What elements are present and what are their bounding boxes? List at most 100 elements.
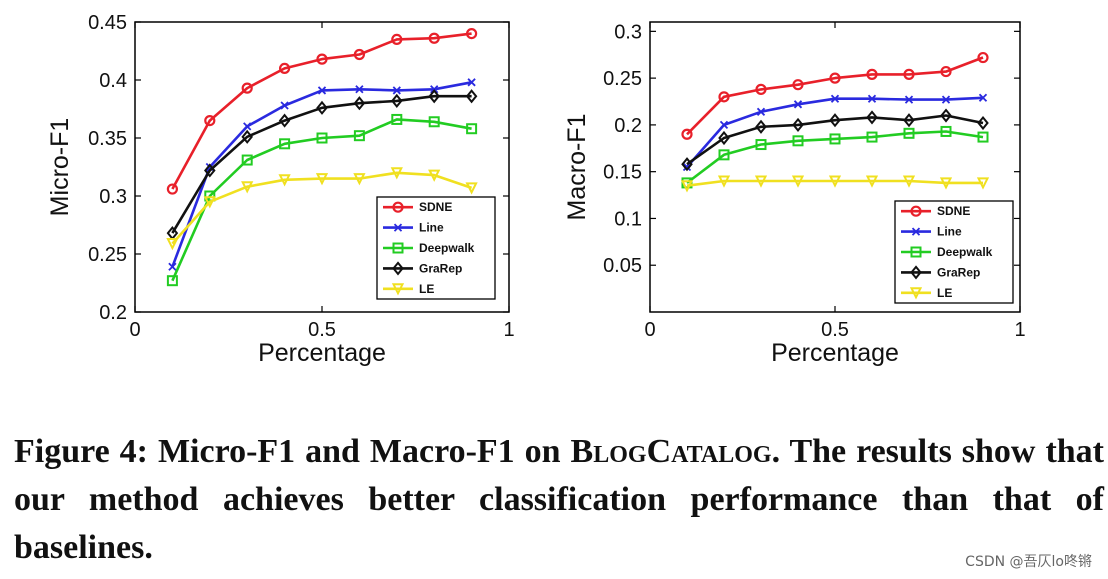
data-point <box>428 32 440 44</box>
series-line <box>171 32 472 190</box>
legend: SDNE Line Deepwalk GraRep LE <box>376 196 496 300</box>
data-point <box>718 149 730 161</box>
micro-f1-chart: 0.2 0.25 0.3 0.35 0.4 0.45 0 0.5 1 Percentage Micr… <box>46 12 515 367</box>
legend-marker <box>910 265 922 280</box>
data-point <box>977 51 989 64</box>
data-point <box>166 238 179 251</box>
legend-label: LE <box>419 282 434 296</box>
legend-label: SDNE <box>419 200 452 214</box>
data-point <box>941 95 951 104</box>
data-point <box>204 114 216 127</box>
data-point <box>465 89 478 104</box>
data-point <box>717 175 731 188</box>
legend-marker <box>392 261 404 276</box>
legend-label: GraRep <box>419 261 462 275</box>
data-point <box>466 27 478 40</box>
y-tick-label: 0.35 <box>88 128 127 150</box>
y-tick-label: 0.1 <box>614 208 642 230</box>
figure-caption: Figure 4: Micro-F1 and Macro-F1 on BlogC… <box>14 428 1104 572</box>
legend-marker <box>910 246 922 258</box>
data-point <box>243 122 252 131</box>
data-point <box>829 113 841 128</box>
series-grarep <box>166 89 478 241</box>
y-tick-label: 0.4 <box>99 70 127 92</box>
data-point <box>166 275 178 287</box>
y-axis-label: Macro-F1 <box>563 114 591 221</box>
series-deepwalk <box>681 125 989 189</box>
x-axis-label: Percentage <box>771 339 899 367</box>
legend-label: Deepwalk <box>419 241 475 255</box>
data-point <box>829 133 841 145</box>
legend: SDNE Line Deepwalk GraRep LE <box>894 200 1014 304</box>
data-point <box>681 157 693 172</box>
legend-marker <box>911 227 921 236</box>
data-point <box>681 128 693 140</box>
data-point <box>940 125 952 137</box>
caption-suffix: . The results show that our method achie… <box>14 433 1104 566</box>
y-tick-label: 0.15 <box>603 162 642 184</box>
data-point <box>756 107 766 116</box>
data-point <box>976 177 990 190</box>
data-point <box>353 130 365 142</box>
data-point <box>353 173 366 186</box>
caption-prefix: Figure 4: Micro-F1 and Macro-F1 on <box>14 433 571 470</box>
data-point <box>391 113 403 125</box>
data-point <box>428 116 440 128</box>
data-point <box>754 175 768 188</box>
series-line <box>682 93 988 172</box>
series-line <box>171 171 473 245</box>
data-point <box>830 94 840 103</box>
series-le <box>680 175 990 193</box>
series-line <box>686 179 983 187</box>
series-line <box>686 130 984 184</box>
data-point <box>204 163 216 178</box>
data-point <box>719 120 729 130</box>
data-point <box>680 180 694 193</box>
data-point <box>755 83 767 95</box>
data-point <box>977 131 989 143</box>
legend-marker <box>392 201 404 213</box>
data-point <box>315 173 329 186</box>
y-tick-label: 0.45 <box>88 12 127 34</box>
data-point <box>355 85 364 94</box>
data-point <box>390 167 403 180</box>
x-tick-label: 1 <box>503 319 514 341</box>
data-point <box>467 78 476 87</box>
data-point <box>866 68 878 80</box>
x-tick-label: 0 <box>129 319 140 341</box>
data-point <box>866 110 878 125</box>
data-point <box>316 100 328 115</box>
data-point <box>241 82 253 94</box>
series-sdne <box>166 27 478 195</box>
macro-f1-chart: 0.05 0.1 0.15 0.2 0.25 0.3 0 0.5 1 Percentage Macr… <box>563 21 1026 367</box>
data-point <box>793 100 803 109</box>
legend-marker <box>909 287 923 300</box>
y-tick-label: 0.25 <box>603 68 642 90</box>
data-point <box>391 93 403 108</box>
data-point <box>316 132 328 144</box>
series-grarep <box>681 108 989 172</box>
data-point <box>428 89 440 104</box>
data-point <box>718 130 730 146</box>
data-point <box>718 91 730 103</box>
data-point <box>391 33 403 46</box>
x-axis-label: Percentage <box>258 339 386 367</box>
data-point <box>792 135 804 147</box>
data-point <box>902 175 916 188</box>
data-point <box>428 169 441 182</box>
data-point <box>279 138 291 150</box>
series-line <box>171 94 472 234</box>
data-point <box>241 154 253 166</box>
data-point <box>865 175 879 188</box>
legend-label: GraRep <box>937 265 980 279</box>
y-tick-label: 0.3 <box>99 186 127 208</box>
data-point <box>755 139 767 151</box>
data-point <box>940 65 952 78</box>
series-deepwalk <box>166 113 478 287</box>
data-point <box>791 175 805 188</box>
y-tick-label: 0.3 <box>614 21 642 43</box>
series-line <box>171 118 472 282</box>
series-sdne <box>681 51 989 140</box>
caption-dataset: BlogCatalog <box>570 433 772 470</box>
data-point <box>903 113 915 128</box>
